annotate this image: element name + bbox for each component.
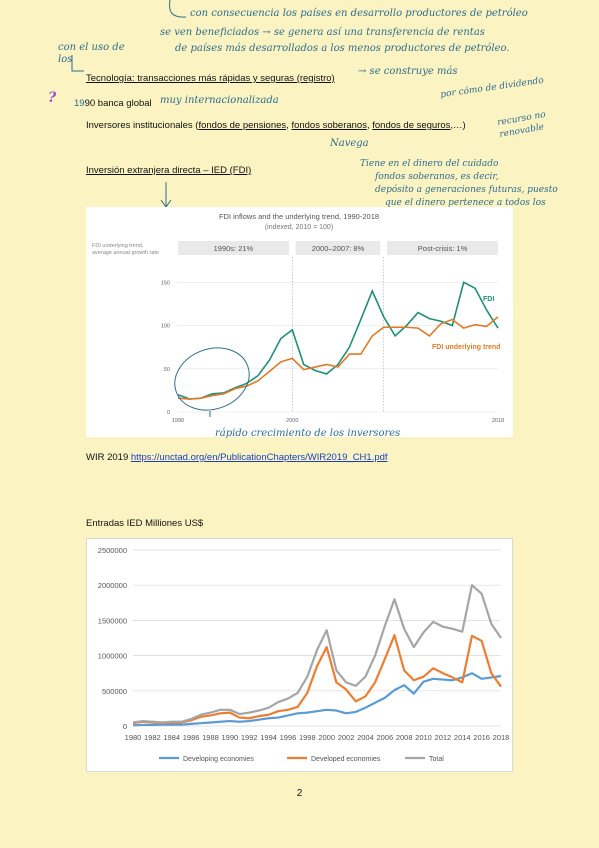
chart2-x-tick: 2010: [415, 733, 432, 742]
fdi-inflows-chart-svg: 0 500000 1000000 1500000 2000000 2500000 1980…: [98, 546, 510, 763]
page-number: 2: [296, 788, 303, 799]
chart2-legend-label: Developing economies: [183, 756, 254, 763]
inst-fondos-seguros: fondos de seguros: [372, 120, 451, 131]
annotation-fondo-4: que el dinero pertenece a todos los: [385, 198, 546, 208]
tech-line: Tecnología: transacciones más rápidas y …: [86, 73, 335, 84]
chart1-period-box: [295, 241, 381, 255]
chart2-x-tick: 1986: [183, 733, 200, 742]
chart1-subtitle: (indexed, 2010 = 100): [265, 224, 333, 231]
annotation-tech-note: → se construye más: [358, 66, 458, 77]
chart1-side-label-1: FDI underlying trend,: [92, 243, 144, 249]
chart2-x-tick: 2004: [357, 733, 374, 742]
chart1-side-label-2: average annual growth rate: [92, 250, 159, 256]
arrow-down-icon: [71, 55, 84, 72]
annotation-banca-note: muy internacionalizada: [160, 95, 279, 106]
inst-suffix: ,…): [450, 120, 466, 131]
chart2-heading-line: Entradas IED Milliones US$: [86, 518, 203, 529]
chart2-x-tick: 2002: [338, 733, 355, 742]
chart2-x-tick: 1990: [221, 733, 238, 742]
circle-annotation-icon: [174, 347, 250, 417]
wir-line: WIR 2019 https://unctad.org/en/Publicati…: [86, 452, 388, 463]
chart2-y-tick: 0: [123, 722, 127, 731]
chart2-series-line: [132, 634, 502, 725]
annotation-top-line2: se ven beneficiados → se genera así una …: [160, 27, 485, 38]
annotation-left-note: con el uso de los: [58, 42, 125, 65]
chart1-title: FDI inflows and the underlying trend, 19…: [219, 212, 379, 221]
chart1-period-box: [178, 241, 289, 255]
chart1-period-label: 1990s: 21%: [214, 244, 254, 253]
chart1-series-label: FDI underlying trend: [432, 344, 500, 351]
chart2-y-tick: 2500000: [98, 546, 127, 555]
wir-prefix: WIR 2019: [86, 452, 131, 463]
inst-sep2: ,: [366, 120, 373, 131]
annotation-chart-note: rápido crecimiento de los inversores: [215, 428, 401, 439]
chart2-x-tick: 2000: [318, 733, 335, 742]
chart1-x-tick: 2000: [286, 418, 298, 424]
chart2-legend-label: Developed economies: [311, 756, 381, 763]
annotation-fondo-2: fondos soberanos, es decir,: [375, 172, 499, 182]
annotation-navega: Navega: [330, 138, 369, 149]
fdi-heading-line: Inversión extranjera directa – IED (FDI): [86, 165, 251, 176]
chart2-x-tick: 2006: [376, 733, 393, 742]
chart1-series-line: [177, 316, 499, 400]
fdi-heading: Inversión extranjera directa – IED (FDI): [86, 165, 252, 176]
annotation-right-note2: recurso no renovable: [496, 109, 547, 141]
arrow-curve-icon: [169, 0, 187, 18]
chart2-x-tick: 1984: [163, 733, 180, 742]
chart2-series-line: [132, 672, 502, 727]
chart2-y-tick: 1500000: [98, 616, 127, 625]
banca-label: 90 banca global: [84, 98, 152, 109]
fdi-trend-chart-svg: FDI inflows and the underlying trend, 19…: [92, 212, 504, 424]
annotation-top-line1: con consecuencia los países en desarroll…: [190, 8, 528, 19]
annotation-fondo-1: Tiene en el dinero del cuidado: [360, 159, 499, 169]
chart1-series-label: FDI: [483, 296, 494, 303]
fdi-inflows-chart: 0 500000 1000000 1500000 2000000 2500000 1980…: [86, 538, 513, 772]
chart2-x-tick: 2012: [435, 733, 452, 742]
tech-label: Tecnología: transacciones más rápidas y …: [86, 73, 335, 84]
chart2-x-tick: 1988: [202, 733, 219, 742]
chart2-legend-label: Total: [429, 756, 444, 763]
chart2-x-tick: 1998: [299, 733, 316, 742]
banca-prefix: 19: [74, 98, 85, 109]
chart2-x-tick: 1982: [144, 733, 161, 742]
chart2-y-tick: 500000: [102, 687, 127, 696]
chart2-heading: Entradas IED Milliones US$: [86, 518, 204, 529]
pink-mark: ?: [48, 90, 57, 106]
chart2-x-tick: 1994: [260, 733, 277, 742]
inst-fondos-pensiones: fondos de pensiones: [198, 120, 287, 131]
chart1-period-box: [387, 241, 498, 255]
chart1-x-tick: 2018: [492, 418, 504, 424]
chart1-y-tick: 50: [164, 367, 170, 373]
arrow-down-icon: [160, 182, 172, 208]
inst-sep1: ,: [286, 120, 292, 131]
chart2-x-tick: 2008: [396, 733, 413, 742]
chart1-y-tick: 0: [167, 410, 170, 416]
chart1-x-tick: 1990: [172, 418, 184, 424]
chart2-y-tick: 2000000: [98, 581, 127, 590]
chart1-y-tick: 100: [161, 324, 170, 330]
chart2-x-tick: 1980: [125, 733, 142, 742]
inst-prefix: Inversores institucionales (: [86, 120, 199, 131]
chart2-x-tick: 2014: [454, 733, 471, 742]
fdi-trend-chart: FDI inflows and the underlying trend, 19…: [86, 207, 513, 437]
chart1-period-label: Post-crisis: 1%: [418, 244, 468, 253]
chart1-period-label: 2000–2007: 8%: [312, 244, 365, 253]
annotation-right-note1: por cómo de dividendo: [439, 75, 545, 101]
chart1-y-tick: 150: [161, 280, 170, 286]
banca-line: 1990 banca global: [74, 98, 152, 109]
inst-fondos-soberanos: fondos soberanos: [291, 120, 367, 131]
chart2-series-line: [132, 584, 502, 724]
chart2-x-tick: 2018: [493, 733, 510, 742]
chart2-x-tick: 1992: [241, 733, 258, 742]
wir-link[interactable]: https://unctad.org/en/PublicationChapter…: [130, 452, 388, 463]
annotation-fondo-3: depósito a generaciones futuras, puesto: [375, 185, 558, 195]
annotation-top-line3: de países más desarrollados a los menos …: [175, 43, 510, 54]
chart2-y-tick: 1000000: [98, 652, 127, 661]
chart2-x-tick: 1996: [280, 733, 297, 742]
chart2-x-tick: 2016: [473, 733, 490, 742]
inst-line: Inversores institucionales (fondos de pe…: [86, 120, 466, 131]
